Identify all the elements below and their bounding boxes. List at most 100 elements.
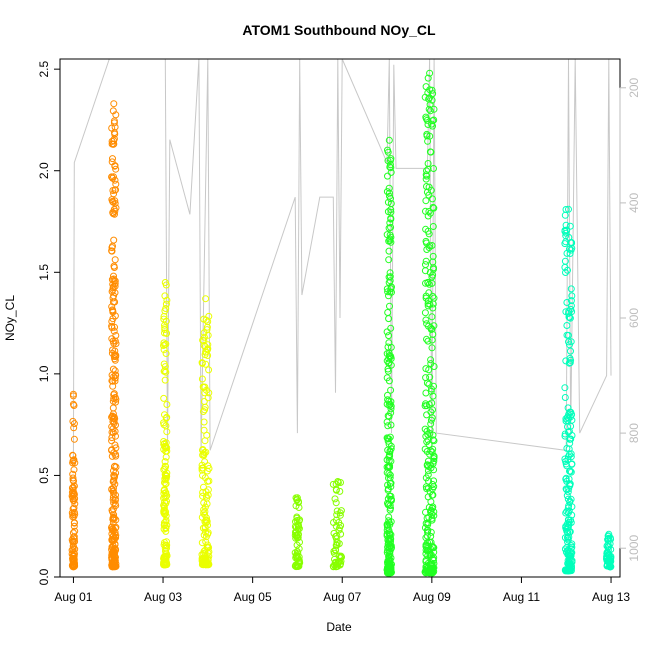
data-point — [200, 499, 208, 507]
data-point — [566, 565, 574, 573]
data-point — [335, 519, 343, 526]
data-point — [336, 487, 344, 495]
data-point — [387, 156, 394, 164]
data-point — [384, 157, 392, 165]
data-point — [386, 502, 394, 510]
data-point — [386, 273, 394, 281]
data-point — [387, 386, 395, 394]
data-point — [567, 297, 575, 305]
data-point — [567, 347, 574, 355]
data-point — [566, 467, 573, 475]
data-point — [426, 86, 434, 94]
data-point — [109, 294, 117, 302]
data-point — [69, 417, 77, 425]
data-point — [201, 508, 209, 515]
data-point — [200, 337, 208, 345]
data-point — [162, 489, 170, 497]
right-tick-label: 600 — [627, 308, 641, 328]
data-point — [562, 269, 569, 276]
data-point — [109, 187, 117, 194]
data-point — [199, 489, 207, 496]
data-point — [69, 529, 77, 537]
data-point — [112, 165, 120, 173]
data-point — [162, 553, 170, 561]
data-point — [109, 410, 117, 418]
data-point — [71, 459, 79, 467]
data-point — [108, 434, 116, 442]
data-point — [567, 542, 575, 549]
data-point — [566, 222, 574, 230]
data-point — [604, 536, 612, 544]
data-point — [567, 305, 575, 313]
data-point — [111, 130, 119, 138]
data-point — [386, 219, 394, 227]
data-point — [109, 397, 117, 405]
data-point — [384, 343, 392, 351]
data-point — [606, 563, 614, 571]
data-point — [385, 470, 393, 478]
data-point — [292, 502, 300, 510]
data-point — [336, 524, 344, 532]
y-tick-label: 1.5 — [37, 264, 51, 281]
data-point — [385, 292, 392, 300]
data-point — [204, 486, 212, 494]
data-point — [161, 411, 168, 419]
data-point — [387, 324, 395, 332]
data-point — [333, 560, 341, 568]
data-point — [424, 302, 432, 310]
data-point — [333, 532, 341, 540]
data-point — [161, 494, 169, 502]
data-point — [69, 556, 77, 564]
data-point — [386, 521, 394, 529]
data-point — [563, 249, 571, 257]
data-point — [162, 300, 170, 308]
data-point — [333, 511, 341, 519]
data-point — [109, 487, 117, 495]
data-point — [200, 418, 208, 426]
data-point — [385, 189, 393, 197]
data-point — [68, 488, 76, 496]
data-point — [71, 527, 79, 535]
data-point — [160, 521, 168, 529]
data-point — [427, 148, 435, 156]
data-point — [567, 408, 575, 416]
data-point — [201, 523, 209, 531]
data-point — [112, 491, 119, 499]
data-point — [69, 470, 77, 478]
data-point — [566, 480, 574, 488]
data-point — [565, 411, 573, 418]
data-point — [108, 561, 116, 569]
data-point — [428, 569, 436, 577]
data-point — [428, 313, 436, 321]
data-point — [198, 554, 206, 562]
data-point — [70, 552, 77, 560]
data-point — [430, 116, 438, 124]
data-point — [108, 413, 116, 421]
data-point — [70, 482, 78, 490]
data-point — [425, 230, 433, 238]
x-tick-label: Aug 07 — [323, 590, 361, 604]
data-point — [109, 283, 117, 291]
data-point — [386, 506, 394, 514]
data-point — [426, 269, 434, 276]
data-point — [563, 322, 571, 329]
data-point — [387, 285, 395, 293]
data-point — [387, 409, 395, 417]
data-point — [387, 554, 395, 562]
data-point — [198, 375, 206, 383]
data-point — [204, 331, 212, 339]
data-point — [108, 247, 116, 255]
chart-title: ATOM1 Southbound NOy_CL — [242, 22, 436, 38]
altitude-line-layer — [72, 58, 612, 462]
data-point — [562, 206, 570, 213]
data-point — [423, 246, 431, 253]
data-point — [295, 522, 302, 530]
data-point — [70, 402, 78, 409]
data-point — [108, 506, 116, 514]
data-point — [386, 400, 394, 408]
data-point — [605, 550, 613, 558]
data-point — [108, 437, 116, 445]
data-point — [565, 338, 572, 346]
data-point — [384, 172, 391, 180]
data-point — [109, 307, 117, 315]
